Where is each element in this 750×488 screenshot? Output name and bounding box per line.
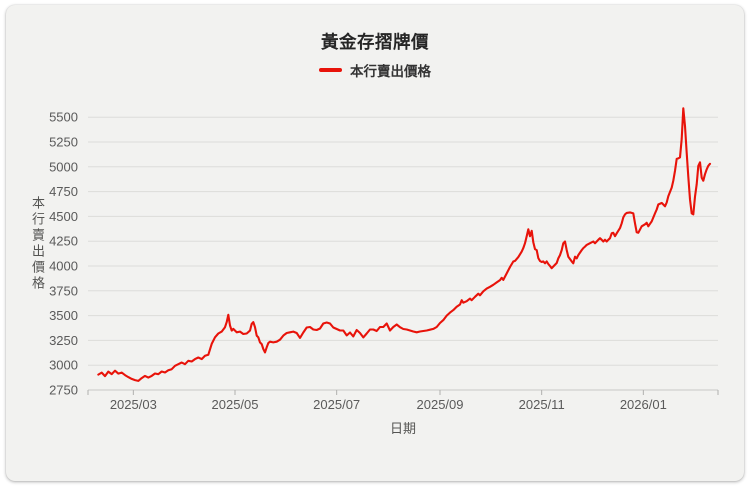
- x-axis-name: 日期: [389, 421, 416, 436]
- y-tick-label: 2750: [49, 383, 78, 398]
- y-tick-label: 3250: [49, 333, 78, 348]
- y-tick-label: 4750: [49, 184, 78, 199]
- chart-title: 黃金存摺牌價: [321, 32, 429, 52]
- x-tick-label: 2025/09: [417, 397, 464, 412]
- legend-line-marker-icon: [319, 68, 342, 72]
- y-tick-label: 4000: [49, 259, 78, 274]
- x-tick-label: 2025/07: [313, 397, 360, 412]
- legend-item-sell-price[interactable]: 本行賣出價格: [319, 60, 431, 80]
- y-tick-label: 3750: [49, 283, 78, 298]
- y-tick-label: 3500: [49, 308, 78, 323]
- y-tick-label: 5250: [49, 135, 78, 150]
- x-tick-label: 2025/11: [519, 397, 565, 412]
- chart-card: [6, 5, 744, 481]
- legend: 本行賣出價格: [0, 60, 750, 80]
- y-tick-label: 5000: [49, 159, 78, 174]
- y-tick-label: 4250: [49, 234, 78, 249]
- x-tick-label: 2025/05: [212, 397, 259, 412]
- y-tick-label: 3000: [49, 358, 78, 373]
- y-tick-label: 4500: [49, 209, 78, 224]
- y-tick-label: 5500: [49, 110, 78, 125]
- y-axis-name: 本行賣出價格: [30, 196, 45, 292]
- legend-label: 本行賣出價格: [350, 64, 431, 79]
- x-tick-label: 2025/03: [110, 397, 157, 412]
- x-tick-label: 2026/01: [620, 397, 667, 412]
- price-line[interactable]: [97, 107, 712, 382]
